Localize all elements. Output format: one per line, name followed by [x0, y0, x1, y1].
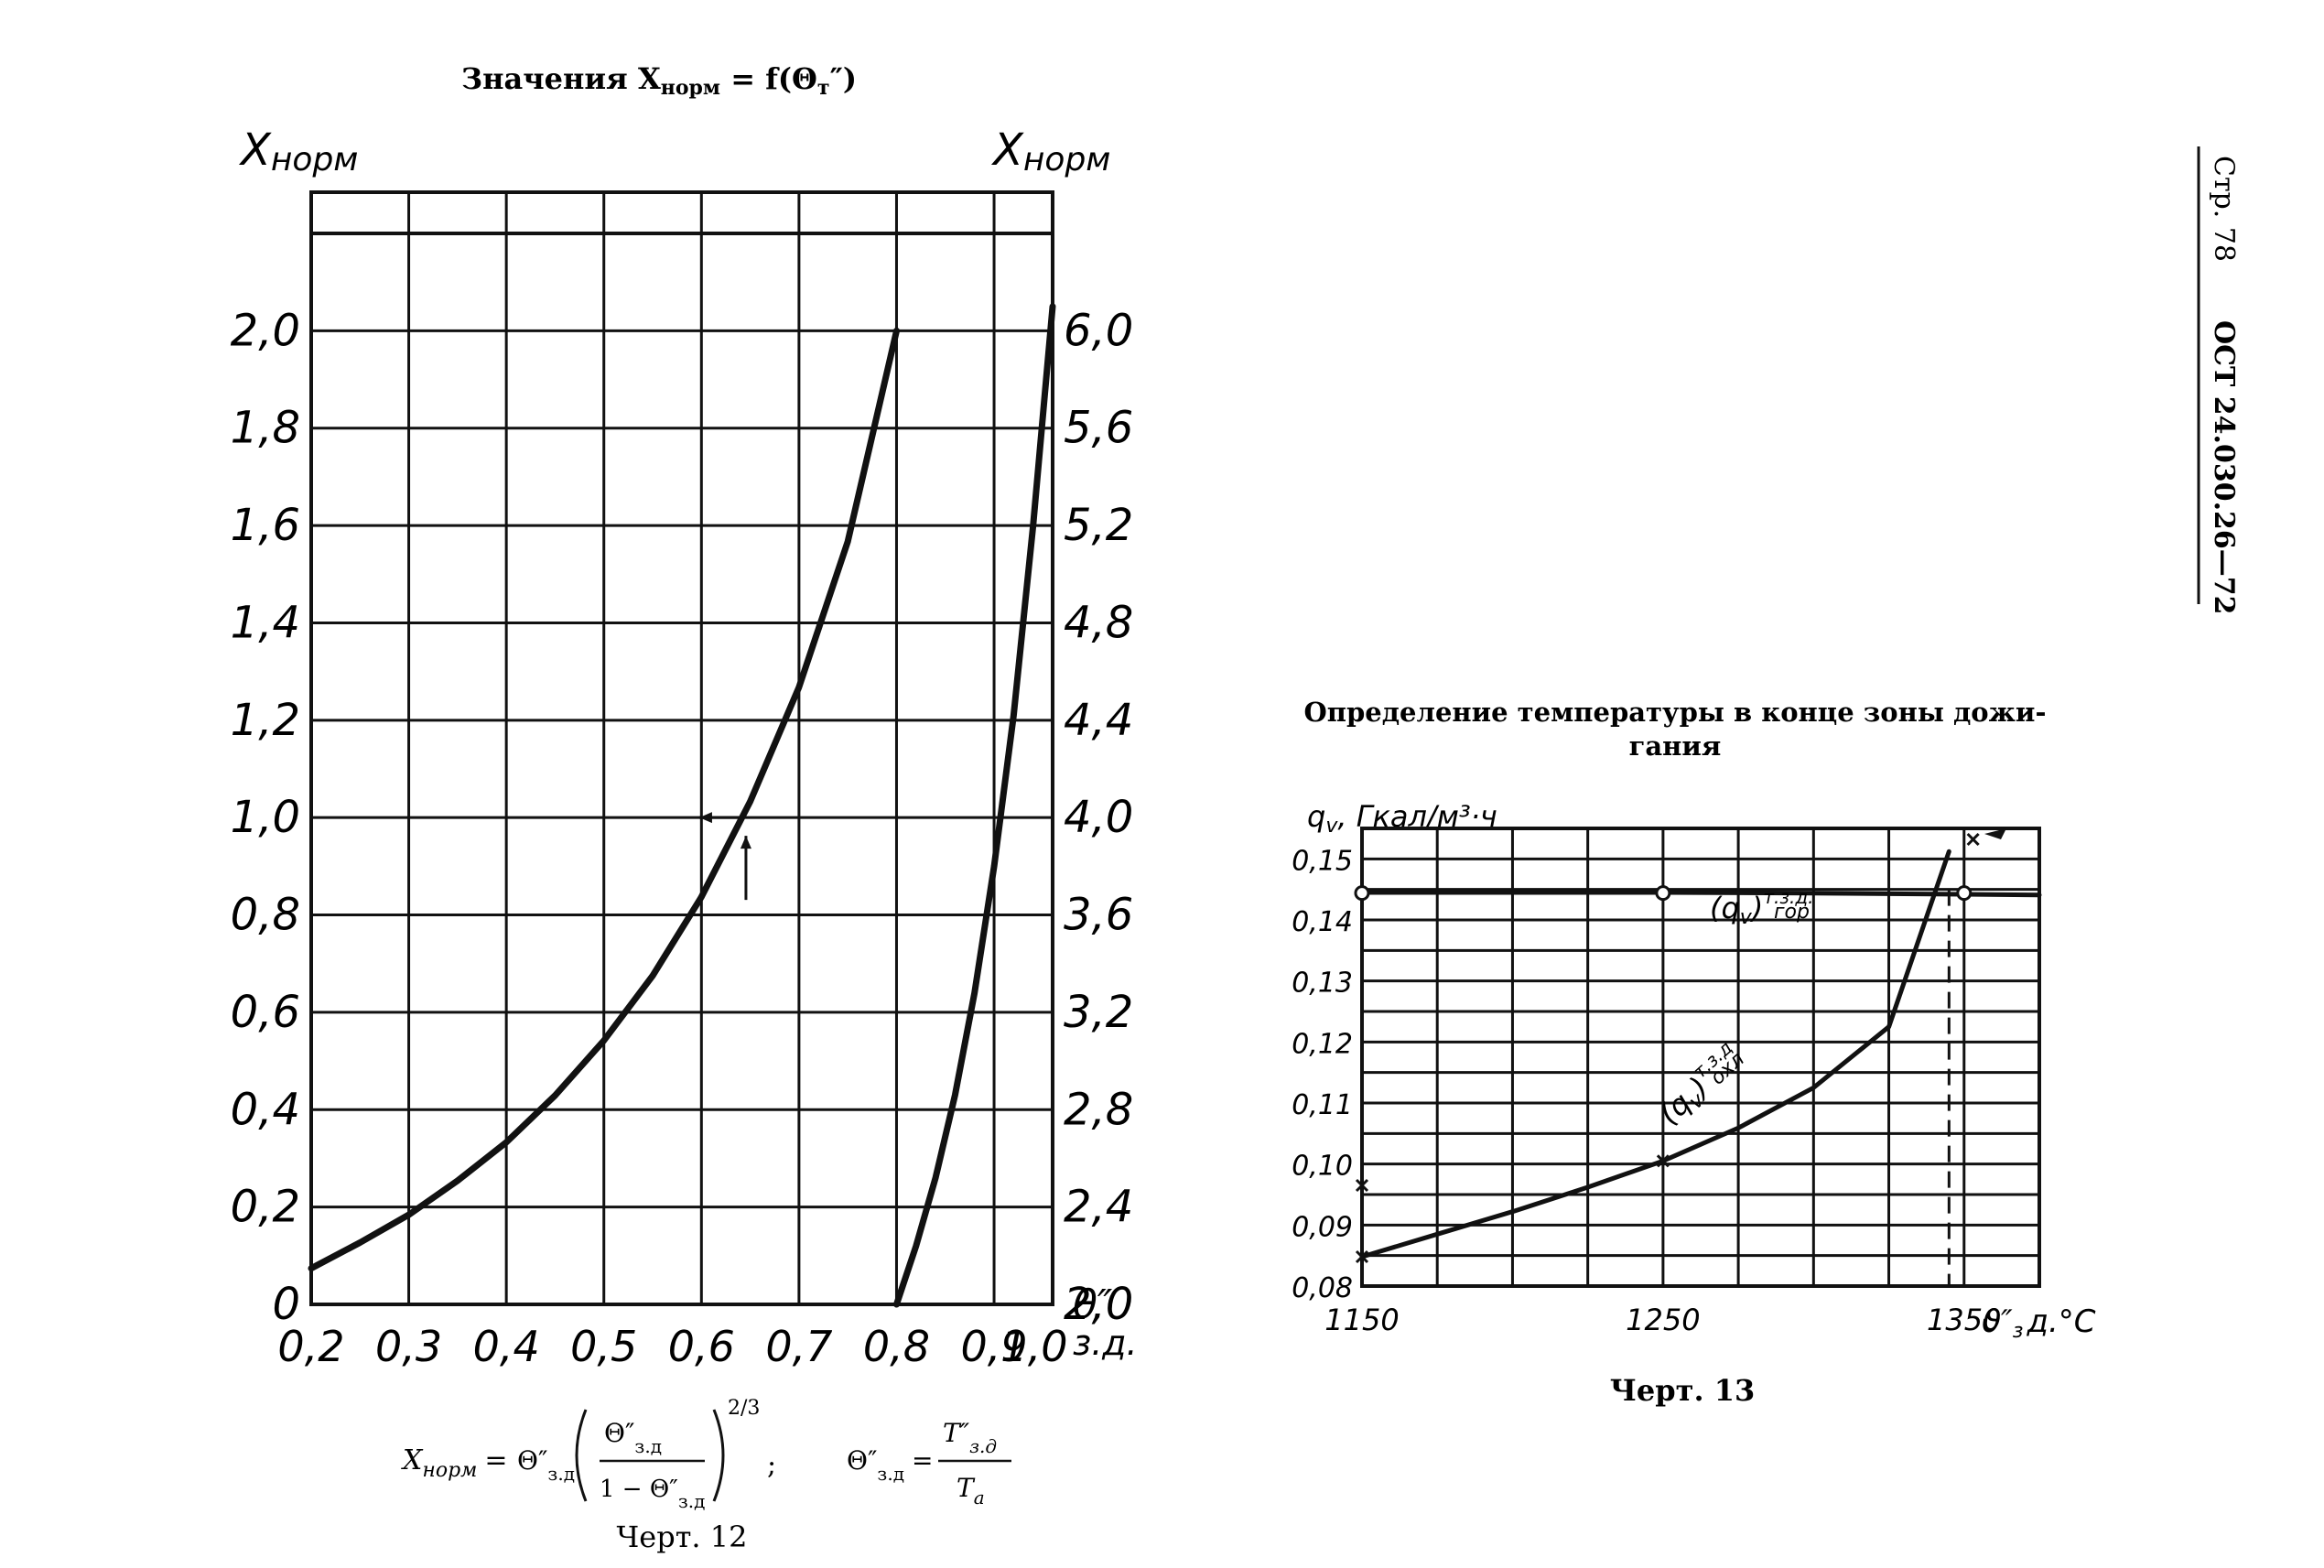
formula-lhs: Xнорм = [401, 1444, 508, 1482]
chart12-xtick-label: 0,4 [473, 1322, 540, 1371]
chart12-ytick-right-label: 5,2 [1064, 500, 1133, 551]
chart12-ytick-right-label: 4,0 [1064, 792, 1133, 843]
formula-rhs-num: T″з.д [943, 1418, 997, 1457]
formula-rhs-den: Ta [957, 1473, 985, 1509]
chart13-ylabel: qv, Гкал/м³·ч [1307, 799, 1497, 838]
chart12-xtick-label: 0,7 [765, 1322, 832, 1371]
chart12-xtick-label: 1,0 [1000, 1322, 1067, 1371]
chart13-frame [1360, 827, 2041, 1288]
chart12-ytick-right-label: 2,0 [1064, 1279, 1133, 1330]
chart13-ytick-label: 0,11 [1292, 1089, 1353, 1121]
chart12-ylabel-left: Xнорм [238, 124, 358, 178]
chart12-series-left-line [308, 327, 900, 1272]
formula-power: 2/3 [728, 1397, 760, 1420]
chart12-formula: Xнорм = Θ″з.д Θ″з.д 1 − Θ″з.д 2/3 ; Θ″з.д… [401, 1397, 1011, 1512]
chart13-caption: Черт. 13 [1610, 1373, 1756, 1408]
chart12-title: Значения Xнорм = f(Θт″) [461, 61, 857, 100]
chart12-xlabel-sub: з.д. [1073, 1323, 1138, 1363]
chart12-ytick-left-label: 1,0 [231, 792, 300, 843]
chart13-ticks: 1150 1250 1350 0,08 0,09 0,10 0,11 0,12 0,13 0,14… [1292, 845, 2001, 1337]
chart12-xtick-label: 0,3 [375, 1322, 442, 1371]
chart13-ytick-label: 0,15 [1292, 845, 1353, 877]
chart13-title-line2: гания [1629, 730, 1722, 762]
side-header-code: ОСТ 24.030.26—72 [2208, 320, 2240, 615]
chart12-ytick-right-label: 4,8 [1064, 597, 1133, 648]
chart13-grid [1360, 827, 2041, 1288]
chart12-ytick-right-label: 3,2 [1064, 987, 1133, 1038]
chart13-ytick-label: 0,12 [1292, 1028, 1353, 1060]
chart13-title-line1: Определение температуры в конце зоны дож… [1304, 697, 2047, 728]
chart12-series-right-line [893, 303, 1056, 1308]
chart13-series-gor-line [1359, 890, 2042, 898]
chart12-frame [309, 190, 1054, 1306]
side-header-page: Стр. 78 [2208, 156, 2240, 262]
chart12-caption: Черт. 12 [617, 1519, 748, 1554]
formula-den: 1 − Θ″з.д [600, 1476, 705, 1512]
chart13-xtick-label: 1250 [1626, 1303, 1700, 1337]
formula-theta: Θ″з.д [517, 1445, 575, 1485]
formula-num: Θ″з.д [604, 1418, 662, 1457]
chart12-ytick-left-label: 1,4 [231, 597, 300, 648]
chart12-read-arrowhead-up [740, 836, 751, 849]
chart13-ohl-marker [1656, 1154, 1670, 1168]
chart13-xlabel: ϑ″з д.°C [1982, 1303, 2096, 1343]
chart12-xtick-label: 0,2 [277, 1322, 344, 1371]
chart13-gor-marker [1655, 885, 1671, 902]
chart12-ytick-left-label: 1,8 [231, 403, 300, 454]
chart13-ytick-label: 0,10 [1292, 1151, 1353, 1183]
chart13-ytick-label: 0,13 [1292, 968, 1353, 1000]
chart12-xtick-label: 0,6 [668, 1322, 735, 1371]
chart12-ytick-right-label: 2,8 [1064, 1084, 1133, 1135]
chart-13: Определение температуры в конце зоны дож… [1292, 697, 2096, 1408]
chart12-ytick-right-label: 3,6 [1064, 890, 1133, 941]
chart13-series1-label: (qv)т.з.д. [1710, 886, 1814, 929]
chart12-ytick-right-label: 6,0 [1064, 305, 1133, 356]
chart12-ytick-left-label: 0,2 [231, 1182, 300, 1233]
formula-semicolon: ; [767, 1449, 776, 1481]
chart12-ytick-left-label: 0,4 [231, 1084, 300, 1135]
chart12-ytick-right-label: 4,4 [1064, 695, 1133, 746]
chart13-corner-arrow [1984, 828, 2006, 839]
chart13-gor-marker [1956, 885, 1973, 902]
chart13-ytick-label: 0,08 [1292, 1272, 1353, 1304]
chart13-xtick-label: 1150 [1324, 1303, 1399, 1337]
chart12-ticks: 0,2 0,3 0,4 0,5 0,6 0,7 0,8 0,91,000,20,40,60,8… [231, 305, 1134, 1371]
chart12-ytick-left-label: 2,0 [231, 305, 300, 356]
chart12-ytick-left-label: 0,6 [231, 987, 300, 1038]
chart12-series [308, 303, 1056, 1308]
chart13-series-ohl-line [1359, 849, 1951, 1260]
chart13-gor-marker [1354, 885, 1370, 902]
formula-theta2: Θ″з.д = [847, 1445, 933, 1485]
chart-12: Значения Xнорм = f(Θт″) Xнорм Xнорм 0,2 0… [231, 61, 1138, 1554]
chart12-grid [309, 190, 1054, 1306]
chart13-ytick-label: 0,14 [1292, 906, 1353, 938]
chart12-xtick-label: 0,8 [863, 1322, 930, 1371]
chart12-ylabel-right: Xнорм [990, 124, 1110, 178]
chart12-ytick-left-label: 1,2 [231, 695, 300, 746]
chart13-ohl-marker [1355, 1249, 1369, 1264]
chart13-series1-label-sub: гор [1774, 901, 1810, 924]
chart12-ytick-left-label: 1,6 [231, 500, 300, 551]
chart12-read-arrowhead-left [698, 812, 712, 824]
chart12-xlabel: θ″ [1073, 1281, 1113, 1328]
chart12-xtick-label: 0,5 [570, 1322, 637, 1371]
chart12-ytick-left-label: 0 [272, 1279, 300, 1330]
chart12-ytick-left-label: 0,8 [231, 890, 300, 941]
chart13-ohl-marker [1966, 832, 1980, 847]
chart13-ohl-marker [1355, 1178, 1369, 1193]
chart13-ytick-label: 0,09 [1292, 1211, 1353, 1243]
chart13-xtick-label: 1350 [1927, 1303, 2001, 1337]
chart12-ytick-right-label: 5,6 [1064, 403, 1133, 454]
chart12-ytick-right-label: 2,4 [1064, 1182, 1133, 1233]
chart12-xtick-label: 0,9 [960, 1322, 1027, 1371]
chart13-series [1354, 828, 2042, 1286]
